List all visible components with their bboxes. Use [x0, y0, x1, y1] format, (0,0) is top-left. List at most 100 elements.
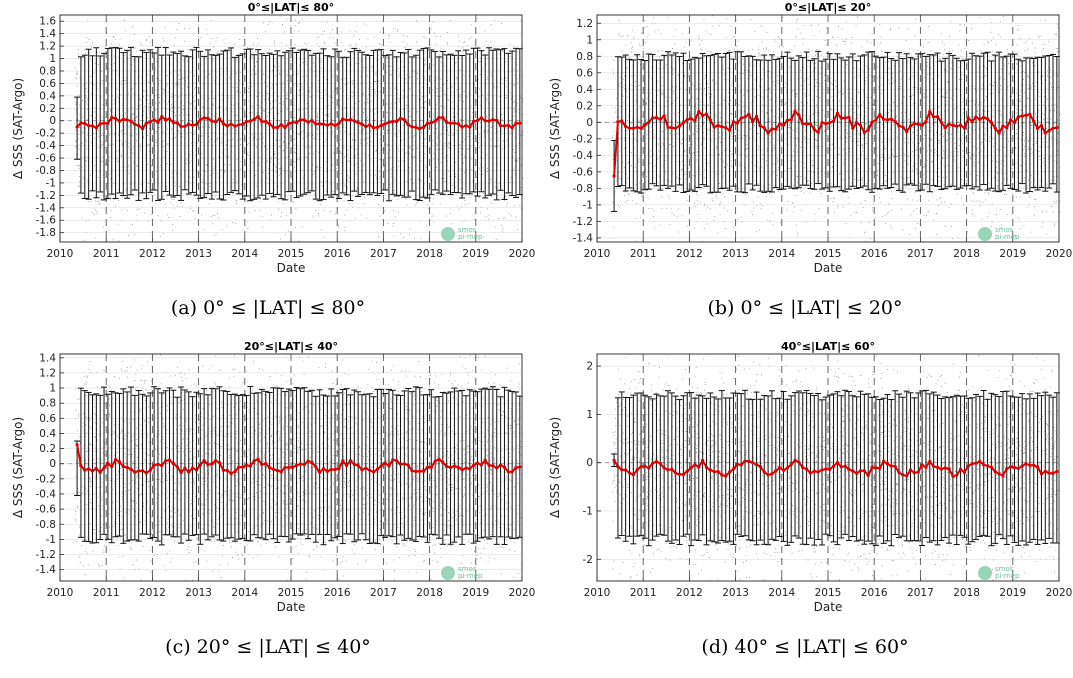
- mean-point: [94, 466, 98, 471]
- mean-point: [662, 466, 666, 470]
- mean-point: [1047, 128, 1051, 133]
- mean-points: [75, 114, 522, 131]
- mean-point: [758, 124, 762, 128]
- mean-point: [144, 471, 148, 475]
- y-tick-label: -0.4: [36, 488, 57, 500]
- mean-point: [893, 119, 897, 124]
- mean-point: [379, 123, 383, 128]
- mean-point: [418, 469, 422, 473]
- mean-point: [789, 462, 793, 467]
- mean-point: [410, 125, 414, 129]
- mean-point: [129, 119, 133, 123]
- y-tick-label: 0.6: [39, 413, 56, 425]
- mean-point: [955, 473, 959, 477]
- mean-point: [751, 460, 755, 465]
- mean-point: [689, 117, 693, 121]
- mean-point: [720, 473, 724, 477]
- x-axis-label: Date: [277, 261, 306, 275]
- mean-point: [472, 463, 476, 467]
- mean-point: [456, 465, 460, 469]
- chart-a: 1.61.41.210.80.60.40.20-0.2-0.4-0.6-0.8-…: [11, 1, 535, 275]
- chart-panel-c: 1.4 1.2 1 0.8 0.6 0.4 0.2 0 -0.2 -0.4 -0.6 -0.8 -1 -1…: [0, 339, 536, 678]
- mean-point: [1032, 119, 1036, 123]
- mean-point: [217, 117, 222, 121]
- mean-point: [704, 465, 709, 469]
- mean-point: [1009, 465, 1013, 469]
- mean-point: [754, 462, 759, 467]
- y-tick-label: 0.8: [39, 398, 56, 410]
- y-tick-label: -0.2: [36, 473, 57, 485]
- mean-point: [229, 471, 233, 476]
- mean-point: [912, 471, 916, 475]
- mean-point: [437, 457, 441, 461]
- mean-point: [352, 119, 356, 123]
- grid: [597, 354, 1059, 581]
- mean-point: [275, 125, 279, 130]
- mean-point: [793, 458, 797, 463]
- mean-point: [256, 114, 260, 119]
- mean-point: [831, 119, 836, 123]
- mean-point: [704, 112, 709, 116]
- mean-point: [510, 126, 514, 130]
- mean-point: [371, 126, 376, 130]
- mean-point: [1051, 126, 1055, 130]
- mean-point: [210, 119, 214, 123]
- mean-point: [468, 125, 472, 129]
- y-tick-label: 1: [586, 409, 593, 421]
- mean-point: [808, 122, 813, 126]
- mean-point: [429, 120, 433, 125]
- mean-point: [643, 464, 647, 468]
- mean-point: [908, 124, 913, 128]
- x-tick-label: 2017: [370, 248, 397, 260]
- mean-point: [666, 125, 670, 129]
- caption-d: (d) 40° ≤ |LAT| ≤ 60°: [701, 636, 909, 658]
- chart-d: 2 1 0 -1 -2 2010 2011 2012 2013 2014 2015 2016 2017 2…: [548, 340, 1072, 614]
- mean-point: [225, 468, 229, 472]
- mean-point: [483, 119, 487, 123]
- mean-point: [1051, 471, 1055, 475]
- mean-point: [878, 113, 882, 117]
- y-tick-label: -0.4: [573, 150, 594, 162]
- mean-point: [190, 123, 195, 127]
- mean-point: [797, 113, 801, 117]
- mean-point: [747, 459, 751, 463]
- x-axis-label: Date: [814, 600, 843, 614]
- mean-point: [406, 123, 410, 127]
- y-tick-label: 0.2: [39, 443, 56, 455]
- mean-point: [364, 124, 368, 129]
- x-tick-label: 2017: [370, 587, 397, 599]
- mean-point: [612, 174, 616, 178]
- y-tick-label: 1.2: [39, 367, 56, 379]
- mean-line: [76, 444, 521, 475]
- mean-point: [697, 109, 701, 114]
- mean-point: [812, 469, 816, 473]
- x-tick-label: 2018: [953, 587, 980, 599]
- mean-point: [889, 464, 893, 468]
- mean-point: [693, 118, 697, 123]
- mean-point: [847, 467, 851, 472]
- mean-point: [206, 462, 210, 467]
- mean-point: [352, 462, 356, 467]
- mean-point: [310, 119, 314, 123]
- mean-point: [302, 118, 306, 122]
- mean-point: [468, 467, 472, 471]
- mean-point: [1039, 123, 1044, 128]
- mean-point: [650, 116, 655, 120]
- mean-point: [514, 466, 518, 470]
- mean-point: [291, 465, 295, 469]
- mean-point: [654, 115, 659, 120]
- mean-point: [441, 460, 445, 465]
- mean-point: [187, 470, 191, 474]
- mean-point: [1055, 125, 1059, 130]
- mean-point: [90, 124, 95, 128]
- mean-point: [712, 469, 716, 474]
- y-tick-label: -1.2: [573, 216, 594, 228]
- mean-point: [148, 468, 152, 472]
- mean-point: [650, 461, 655, 465]
- mean-point: [766, 131, 770, 135]
- mean-point: [375, 467, 379, 471]
- mean-point: [647, 466, 651, 470]
- y-tick-label: 0.2: [39, 103, 56, 115]
- x-tick-label: 2010: [47, 587, 74, 599]
